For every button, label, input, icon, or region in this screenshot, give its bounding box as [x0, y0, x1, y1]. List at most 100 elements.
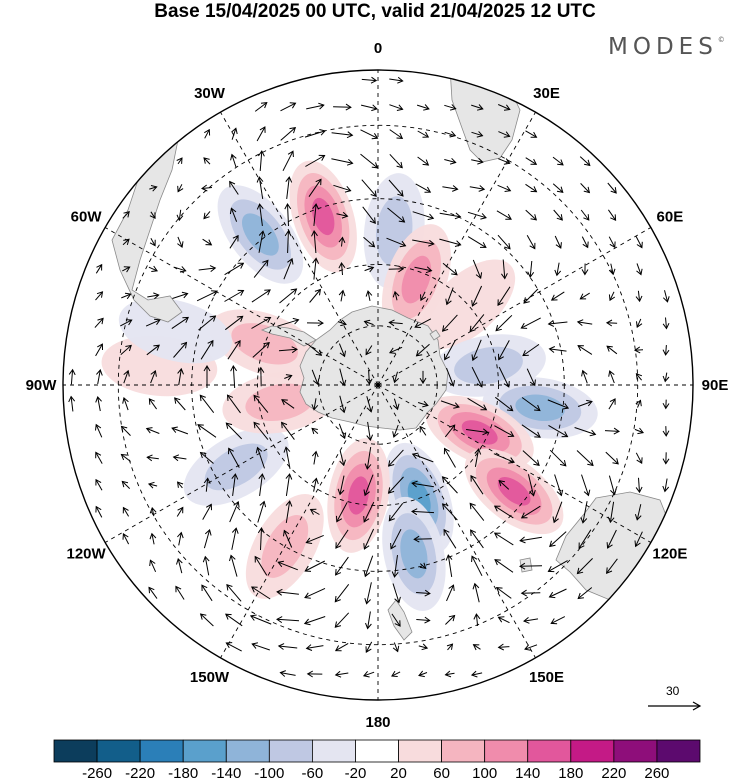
wind-arrow-shaft [419, 426, 427, 436]
wind-arrow-shaft [148, 587, 158, 599]
wind-arrow-head [257, 366, 265, 373]
wind-arrow-head [520, 512, 528, 519]
wind-arrow-head [443, 447, 450, 455]
wind-arrow-head [285, 176, 293, 183]
wind-arrow-shaft [232, 474, 236, 496]
wind-arrow-shaft [472, 259, 482, 279]
wind-arrow-head [478, 185, 486, 192]
wind-arrow-shaft [253, 260, 269, 278]
wind-arrow-head [392, 431, 399, 438]
wind-arrow-shaft [224, 290, 244, 302]
wind-arrow-head [177, 185, 184, 193]
colorbar [53, 739, 701, 763]
wind-arrow-shaft [417, 156, 429, 166]
map-boundary [62, 69, 694, 701]
wind-arrow-head [370, 190, 377, 198]
wind-arrow-shaft [636, 373, 642, 381]
wind-arrow-shaft [521, 397, 541, 411]
wind-arrow-head [207, 339, 214, 347]
longitude-label: 120E [652, 546, 687, 563]
wind-arrow-head [612, 458, 619, 465]
wind-arrow-head [259, 126, 266, 133]
wind-arrow-shaft [388, 179, 404, 197]
wind-arrow-head [399, 240, 407, 248]
wind-arrow-shaft [416, 104, 430, 110]
wind-arrow-head [557, 159, 564, 166]
longitude-labels: 0 30E 60E 90E 120E 150E 180 150W 120W 90W 60W 30W [26, 40, 729, 731]
wind-arrow-shaft [420, 291, 426, 301]
wind-arrow-shaft [360, 104, 378, 110]
wind-arrow-head [305, 537, 313, 544]
wind-arrow-head [363, 489, 370, 497]
wind-arrow-shaft [552, 156, 564, 166]
wind-arrow-shaft [174, 397, 186, 411]
wind-arrow-shaft [393, 398, 399, 410]
wind-arrow-head [181, 291, 189, 299]
wind-arrow-shaft [636, 263, 642, 275]
wind-arrow-head [148, 398, 155, 405]
wind-arrow-shaft [547, 399, 569, 409]
wind-arrow-head [548, 591, 556, 599]
wind-arrow-head [338, 236, 346, 244]
wind-arrow-head [498, 479, 505, 487]
wind-arrow-shaft [471, 159, 483, 163]
wind-arrow-shaft [525, 130, 537, 138]
wind-arrow-head [364, 598, 371, 605]
wind-arrow-head [363, 543, 370, 550]
wind-arrow-head [145, 427, 153, 434]
wind-arrow-head [339, 379, 347, 387]
wind-arrow-head [304, 592, 311, 599]
wind-arrow-shaft [341, 237, 343, 247]
anomaly-contour [454, 346, 523, 385]
wind-arrow-head [505, 213, 512, 220]
reference-vector-label: 30 [666, 684, 680, 698]
wind-arrow-head [174, 397, 181, 404]
wind-arrow-shaft [177, 481, 183, 489]
wind-arrow-head [253, 394, 260, 402]
wind-arrow-shaft [360, 129, 378, 139]
wind-arrow-shaft [253, 422, 269, 440]
wind-arrow-head [635, 295, 643, 303]
wind-arrow-head [428, 239, 435, 247]
wind-arrow-head [589, 429, 597, 437]
wind-arrow-shaft [287, 230, 289, 254]
antarctica-land [299, 305, 449, 431]
wind-arrow-shaft [122, 266, 130, 272]
wind-arrow-shaft [392, 583, 400, 603]
wind-arrow-head [508, 457, 515, 464]
wind-arrow-shaft [522, 450, 540, 466]
wind-arrow-shaft [334, 612, 350, 628]
wind-arrow-head [547, 320, 555, 327]
wind-arrow-shaft [365, 641, 373, 653]
wind-arrow-head [397, 76, 404, 84]
wind-arrow-head [201, 184, 208, 192]
wind-arrow-head [529, 242, 536, 250]
wind-arrow-head [610, 488, 617, 496]
colorbar-swatch [441, 739, 486, 763]
wind-arrow-shaft [260, 527, 262, 551]
wind-arrow-head [391, 670, 398, 677]
wind-arrow-shaft [604, 430, 620, 432]
wind-arrow-head [177, 241, 184, 248]
wind-arrow-shaft [224, 262, 244, 276]
wind-arrow-shaft [227, 340, 241, 360]
wind-arrow-head [392, 376, 400, 384]
wind-arrow-head [422, 131, 430, 138]
wind-arrow-head [315, 178, 322, 186]
wind-arrow-shaft [306, 104, 324, 110]
wind-arrow-head [281, 399, 288, 406]
wind-arrow-head [507, 431, 515, 437]
wind-arrow-shaft [474, 449, 480, 467]
wind-arrow-head [550, 294, 558, 301]
wind-arrow-head [336, 515, 343, 523]
wind-arrow-shaft [394, 291, 398, 301]
wind-arrow-shaft [445, 672, 455, 676]
wind-arrow-shaft [446, 367, 454, 387]
wind-arrow-shaft [664, 372, 668, 382]
wind-arrow-shaft [498, 131, 510, 137]
wind-arrow-head [586, 399, 593, 407]
wind-arrow-shaft [551, 291, 565, 301]
wind-arrow-shaft [554, 235, 562, 249]
wind-arrow-head [231, 527, 239, 534]
wind-arrow-shaft [281, 422, 295, 440]
